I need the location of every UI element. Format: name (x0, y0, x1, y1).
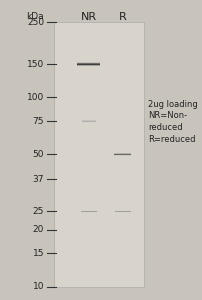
Text: NR: NR (81, 12, 97, 22)
Bar (114, 152, 132, 153)
Text: R: R (119, 12, 127, 22)
Bar (114, 154, 132, 155)
Text: 25: 25 (33, 207, 44, 216)
Bar (77, 65, 100, 66)
Text: 100: 100 (27, 93, 44, 102)
Bar (114, 155, 132, 156)
Text: 15: 15 (33, 249, 44, 258)
Text: 250: 250 (27, 18, 44, 27)
Bar (77, 64, 100, 65)
Bar (114, 153, 132, 154)
Text: 10: 10 (33, 282, 44, 291)
Text: 20: 20 (33, 225, 44, 234)
Bar (114, 154, 132, 155)
Bar (54, 22, 144, 287)
Bar (77, 61, 100, 62)
Bar (77, 66, 100, 67)
Bar (77, 62, 100, 63)
Text: 150: 150 (27, 60, 44, 69)
Text: kDa: kDa (26, 12, 43, 21)
Text: 75: 75 (33, 117, 44, 126)
Text: 50: 50 (33, 150, 44, 159)
Text: 37: 37 (33, 175, 44, 184)
Text: 2ug loading
NR=Non-
reduced
R=reduced: 2ug loading NR=Non- reduced R=reduced (148, 100, 198, 144)
Bar (77, 63, 100, 64)
